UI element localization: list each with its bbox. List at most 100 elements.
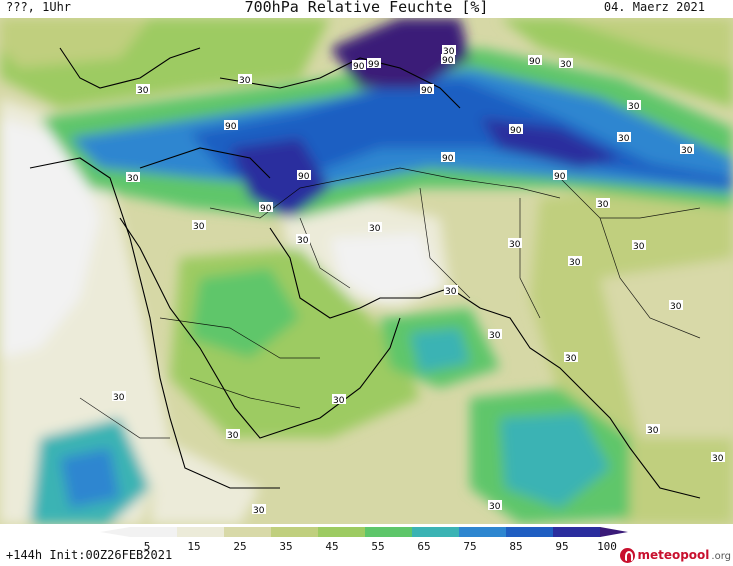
contour-label: 30	[627, 100, 641, 112]
map-canvas: 90 99 90 90 90 90 90 90 90 90 90 30 30 3…	[0, 18, 733, 524]
humidity-field	[0, 18, 733, 524]
contour-label: 90	[528, 55, 542, 67]
colorbar-segment	[130, 527, 178, 537]
svg-text:90: 90	[421, 86, 433, 96]
colorbar-tick: 55	[371, 540, 385, 553]
svg-text:30: 30	[712, 454, 724, 464]
contour-label: 30	[368, 222, 382, 234]
colorbar-segment	[459, 527, 507, 537]
contour-label: 30	[112, 391, 126, 403]
svg-text:30: 30	[670, 302, 682, 312]
svg-text:30: 30	[297, 236, 309, 246]
svg-text:30: 30	[569, 258, 581, 268]
brand-name: meteopool	[637, 548, 710, 562]
svg-text:30: 30	[489, 502, 501, 512]
colorbar-strip	[100, 527, 628, 537]
svg-text:30: 30	[647, 426, 659, 436]
svg-text:90: 90	[298, 172, 310, 182]
colorbar-lower-arrow	[100, 527, 130, 537]
svg-text:30: 30	[633, 242, 645, 252]
svg-text:30: 30	[560, 60, 572, 70]
colorbar-tick: 45	[325, 540, 339, 553]
contour-label: 30	[136, 84, 150, 96]
contour-label: 90	[224, 120, 238, 132]
svg-text:30: 30	[509, 240, 521, 250]
colorbar-tick: 85	[509, 540, 523, 553]
svg-text:90: 90	[442, 56, 454, 66]
colorbar-tick: 65	[417, 540, 431, 553]
colorbar-tick: 75	[463, 540, 477, 553]
contour-label: 90	[553, 170, 567, 182]
svg-text:90: 90	[353, 62, 365, 72]
contour-label: 90	[420, 84, 434, 96]
colorbar-segment	[177, 527, 225, 537]
svg-text:30: 30	[618, 134, 630, 144]
contour-label: 30	[238, 74, 252, 86]
contour-label: 30	[488, 500, 502, 512]
contour-label: 30	[296, 234, 310, 246]
valid-time-label: ???, 1Uhr	[6, 0, 72, 14]
contour-label: 30	[508, 238, 522, 250]
contour-label: 30	[488, 329, 502, 341]
svg-text:90: 90	[510, 126, 522, 136]
forecast-date: 04. Maerz 2021	[603, 0, 705, 14]
svg-text:90: 90	[554, 172, 566, 182]
contour-label: 90	[352, 60, 366, 72]
svg-text:90: 90	[442, 154, 454, 164]
coastlines	[29, 47, 701, 499]
contour-labels: 90 99 90 90 90 90 90 90 90 90 90 30 30 3…	[112, 45, 725, 516]
colorbar-segment	[271, 527, 319, 537]
svg-text:30: 30	[113, 393, 125, 403]
contour-label: 30	[252, 504, 266, 516]
svg-text:30: 30	[597, 200, 609, 210]
colorbar-tick: 5	[143, 540, 151, 553]
colorbar-segment	[365, 527, 413, 537]
svg-text:99: 99	[368, 60, 380, 70]
contour-label: 30	[442, 45, 456, 57]
colorbar-tick: 95	[555, 540, 569, 553]
colorbar-segment	[506, 527, 554, 537]
svg-text:30: 30	[193, 222, 205, 232]
contour-label: 90	[441, 152, 455, 164]
svg-text:30: 30	[227, 431, 239, 441]
map-header: ???, 1Uhr 700hPa Relative Feuchte [%] 04…	[0, 0, 733, 18]
contour-label: 30	[192, 220, 206, 232]
svg-text:30: 30	[565, 354, 577, 364]
contour-label: 30	[226, 429, 240, 441]
brand-tld: .org	[711, 550, 731, 562]
colorbar-tick: 35	[279, 540, 293, 553]
contour-label: 99	[367, 58, 381, 70]
svg-text:30: 30	[239, 76, 251, 86]
svg-text:90: 90	[260, 204, 272, 214]
svg-text:30: 30	[445, 287, 457, 297]
colorbar-tick: 100	[597, 540, 617, 553]
svg-text:30: 30	[369, 224, 381, 234]
svg-text:90: 90	[529, 57, 541, 67]
contour-label: 30	[596, 198, 610, 210]
contour-label: 90	[259, 202, 273, 214]
contour-label: 90	[509, 124, 523, 136]
svg-text:30: 30	[489, 331, 501, 341]
colorbar-upper-arrow	[600, 527, 628, 537]
contour-label: 30	[568, 256, 582, 268]
colorbar: 5 15 25 35 45 55 65 75 85 95 100	[0, 524, 733, 566]
contour-label: 30	[646, 424, 660, 436]
svg-text:30: 30	[333, 396, 345, 406]
contour-label: 90	[297, 170, 311, 182]
contour-label: 30	[669, 300, 683, 312]
contour-label: 30	[617, 132, 631, 144]
svg-text:30: 30	[628, 102, 640, 112]
country-borders	[79, 167, 701, 439]
svg-text:30: 30	[443, 47, 455, 57]
colorbar-segment	[224, 527, 272, 537]
contour-label: 30	[444, 285, 458, 297]
init-run-label: +144h Init:00Z26FEB2021	[6, 548, 173, 562]
meteopool-logo-icon	[620, 547, 636, 563]
colorbar-segments	[130, 527, 601, 537]
colorbar-segment	[318, 527, 366, 537]
contour-label: 90	[441, 54, 455, 66]
meteopool-logo[interactable]: meteopool .org	[620, 546, 731, 564]
contour-label: 30	[559, 58, 573, 70]
contour-label: 30	[632, 240, 646, 252]
colorbar-tick: 15	[187, 540, 201, 553]
